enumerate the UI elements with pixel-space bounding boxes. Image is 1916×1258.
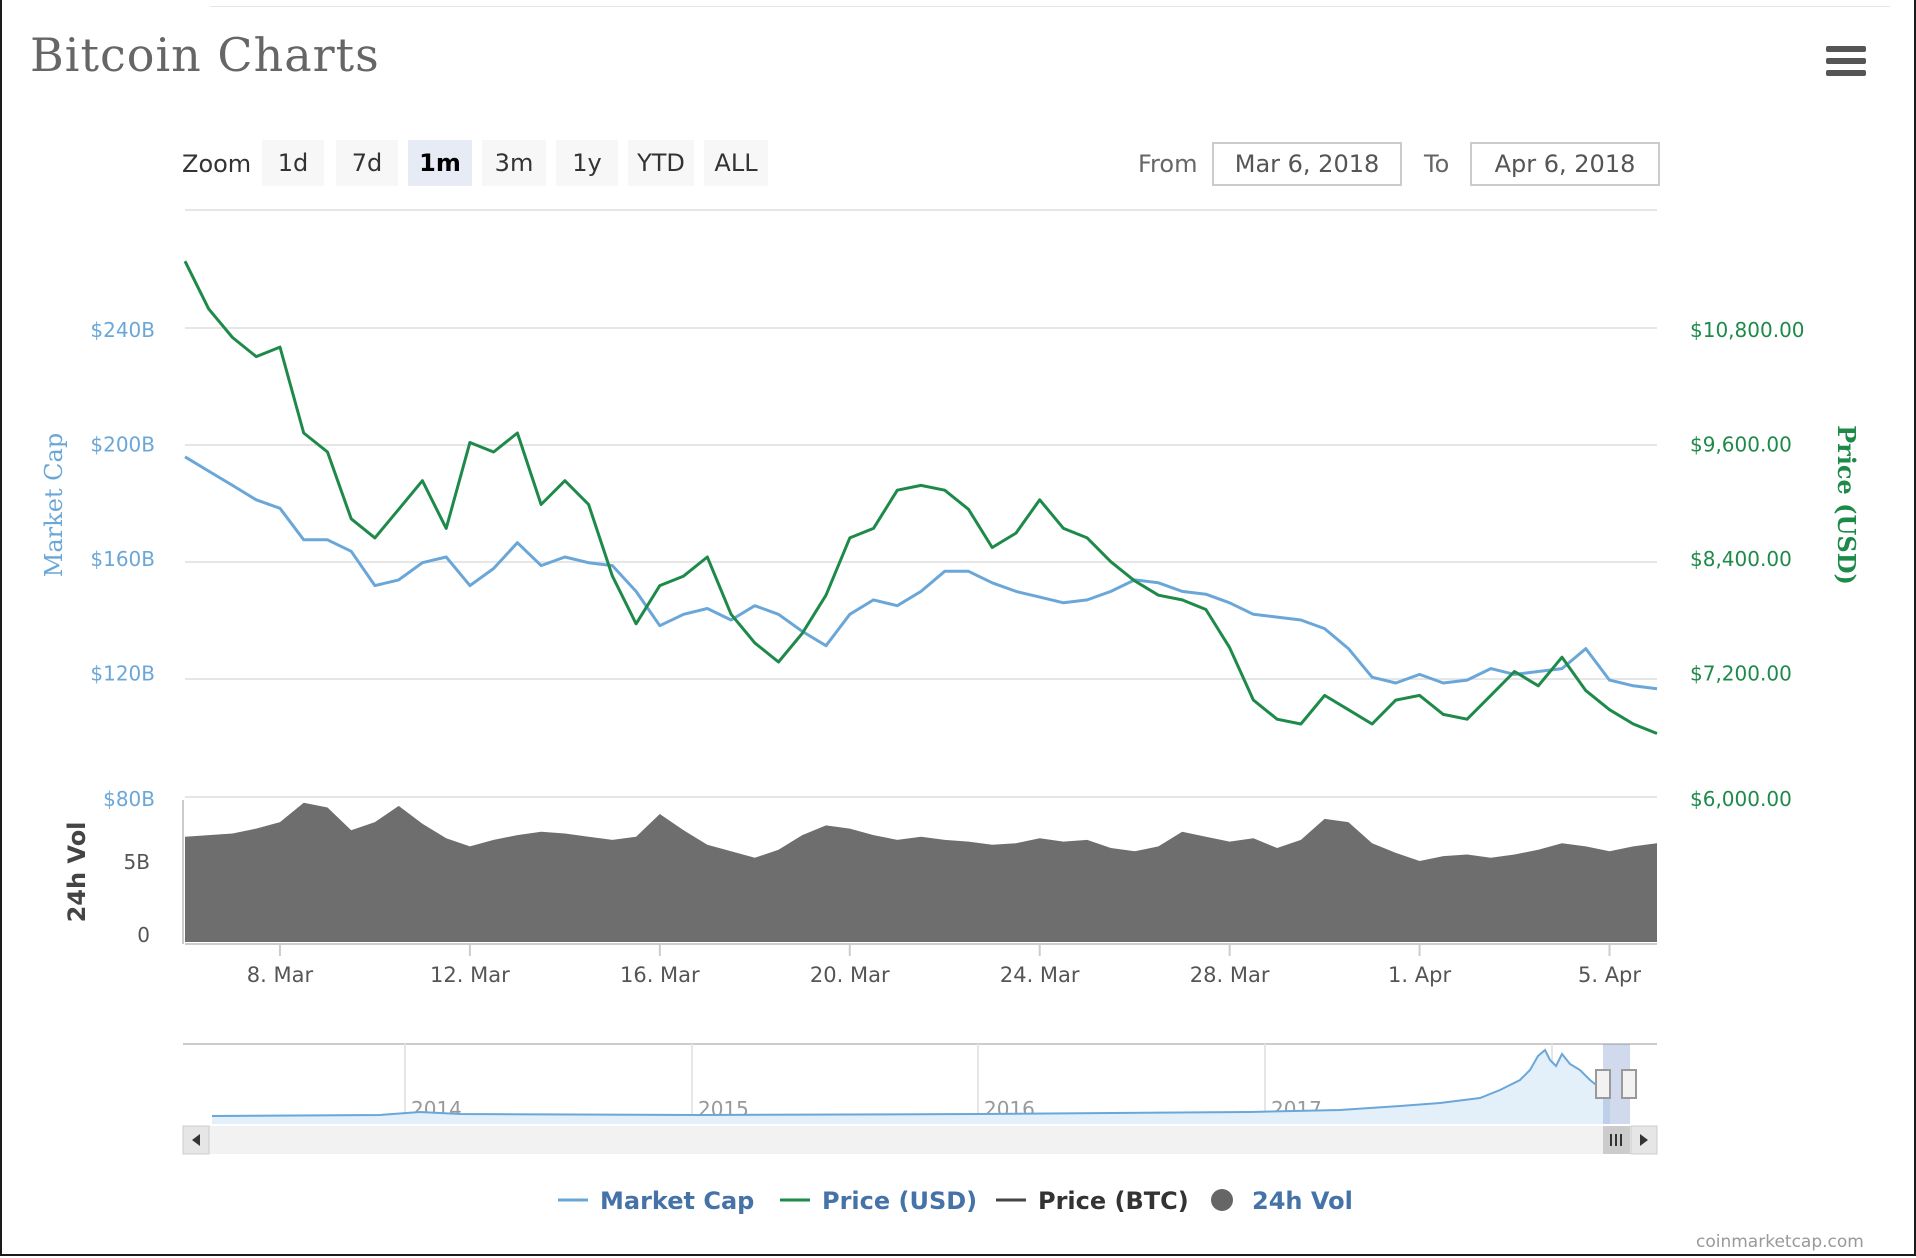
zoom-button-1y[interactable]: 1y <box>556 140 618 186</box>
zoom-button-1d[interactable]: 1d <box>262 140 324 186</box>
zoom-button-7d[interactable]: 7d <box>336 140 398 186</box>
volume-area <box>185 802 1657 942</box>
market-cap-tick-label: $200B <box>90 433 155 457</box>
legend-item-label[interactable]: Price (BTC) <box>1038 1187 1189 1215</box>
zoom-button-1m[interactable]: 1m <box>408 140 472 186</box>
price-tick-label: $9,600.00 <box>1690 433 1792 457</box>
from-date-input[interactable] <box>1212 142 1402 186</box>
volume-axis-title: 24h Vol <box>63 822 91 923</box>
scrollbar-left-arrow-icon[interactable] <box>192 1134 200 1146</box>
hamburger-menu-icon[interactable] <box>1826 46 1866 78</box>
market-cap-tick-label: $120B <box>90 662 155 686</box>
x-tick-label: 12. Mar <box>430 963 510 987</box>
volume-tick-label: 0 <box>137 923 150 947</box>
navigator-area <box>212 1050 1610 1124</box>
top-divider <box>210 6 1890 7</box>
to-date-input[interactable] <box>1470 142 1660 186</box>
market-cap-axis-title: Market Cap <box>40 433 68 577</box>
market-cap-tick-label: $240B <box>90 318 155 342</box>
x-tick-label: 16. Mar <box>620 963 700 987</box>
scrollbar-right-arrow-icon[interactable] <box>1640 1134 1648 1146</box>
x-tick-label: 20. Mar <box>810 963 890 987</box>
from-label: From <box>1138 150 1198 178</box>
scrollbar-grip-icon <box>1610 1134 1622 1146</box>
x-tick-label: 24. Mar <box>1000 963 1080 987</box>
price-tick-label: $7,200.00 <box>1690 662 1792 686</box>
price-axis-title: Price (USD) <box>1832 425 1861 585</box>
zoom-label: Zoom <box>182 150 252 178</box>
x-tick-label: 1. Apr <box>1388 963 1451 987</box>
legend-item-label[interactable]: Market Cap <box>600 1187 754 1215</box>
legend-item-label[interactable]: 24h Vol <box>1252 1187 1353 1215</box>
x-tick-label: 5. Apr <box>1578 963 1641 987</box>
price-tick-label: $10,800.00 <box>1690 318 1805 342</box>
navigator-right-handle[interactable] <box>1621 1069 1637 1099</box>
scrollbar-track[interactable] <box>183 1126 1657 1154</box>
credits-link[interactable]: coinmarketcap.com <box>1696 1232 1864 1252</box>
navigator-line <box>211 1048 1611 1117</box>
x-tick-label: 28. Mar <box>1190 963 1270 987</box>
market-cap-tick-label: $80B <box>103 787 155 811</box>
market-cap-line <box>184 455 1658 691</box>
zoom-button-3m[interactable]: 3m <box>482 140 546 186</box>
legend-item-label[interactable]: Price (USD) <box>822 1187 977 1215</box>
navigator-left-handle[interactable] <box>1595 1069 1611 1099</box>
price-tick-label: $8,400.00 <box>1690 547 1792 571</box>
x-tick-label: 8. Mar <box>247 963 314 987</box>
legend-symbol-circle[interactable] <box>1211 1189 1233 1211</box>
chart-title: Bitcoin Charts <box>30 28 380 82</box>
zoom-button-all[interactable]: ALL <box>704 140 768 186</box>
price-usd-line <box>183 260 1658 735</box>
market-cap-tick-label: $160B <box>90 547 155 571</box>
volume-tick-label: 5B <box>124 850 150 874</box>
price-tick-label: $6,000.00 <box>1690 787 1792 811</box>
to-label: To <box>1424 150 1450 178</box>
zoom-button-ytd[interactable]: YTD <box>628 140 694 186</box>
